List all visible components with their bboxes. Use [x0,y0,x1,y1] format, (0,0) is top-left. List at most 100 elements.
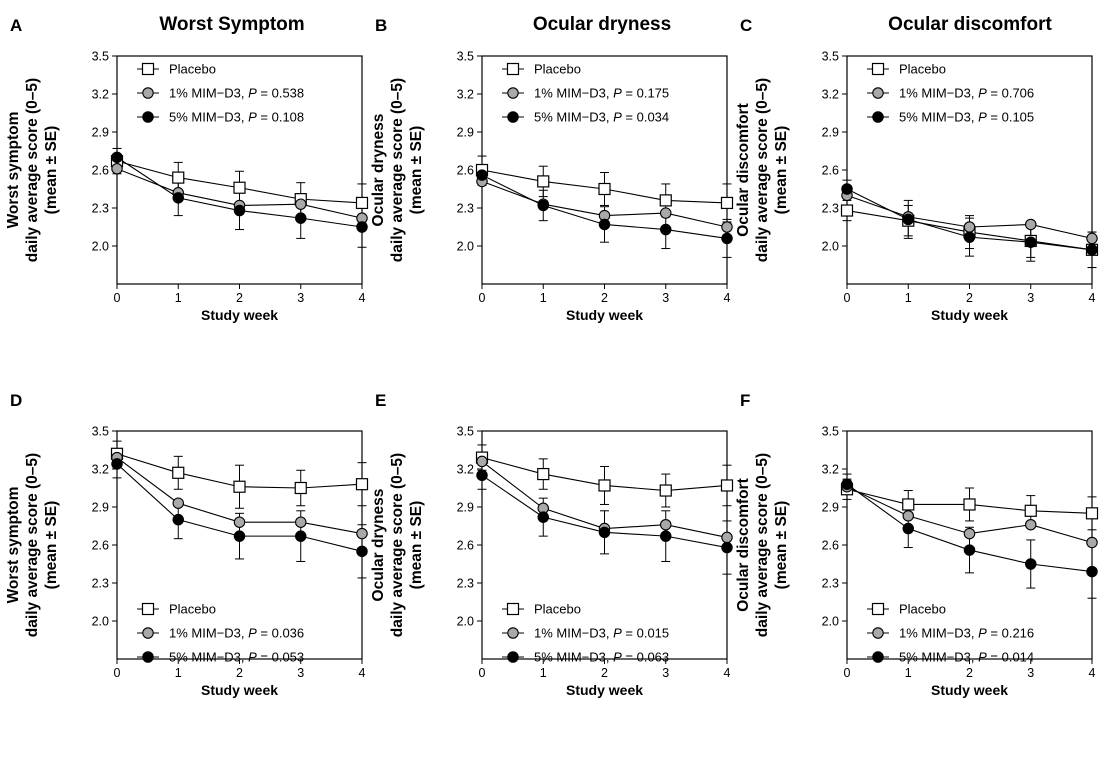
chart-panel: B 2.0 2.3 2.6 2.9 3.2 3.5 0 1 2 3 4 Study week Ocular… [370,16,734,323]
x-tick-label: 0 [114,666,121,680]
legend-p-value: = 0.015 [622,626,669,641]
y-tick-label: 3.5 [457,50,474,64]
x-axis-label: Study week [931,682,1008,698]
legend-separator: , [606,110,613,125]
y-tick-label: 2.0 [822,615,839,629]
legend-separator: , [971,110,978,125]
y-tick-label: 2.9 [457,501,474,515]
legend-series-name: 1% MIM−D3 [534,626,606,641]
x-tick-label: 0 [114,291,121,305]
y-tick-label: 2.6 [457,164,474,178]
legend-p-symbol: P [248,110,257,125]
data-point [356,221,368,233]
data-point [963,527,976,540]
legend-p-symbol: P [613,110,622,125]
x-axis-label: Study week [201,307,278,323]
y-axis-label: (mean ± SE) [773,501,790,590]
legend-entry: 5% MIM−D3, P = 0.108 [169,110,304,125]
data-point [537,175,550,188]
y-tick-label: 2.9 [92,126,109,140]
panel-letter: A [10,16,22,35]
legend-entry: 1% MIM−D3, P = 0.538 [169,86,304,101]
legend-p-symbol: P [248,626,257,641]
y-tick-label: 2.0 [457,615,474,629]
x-tick-label: 3 [1027,291,1034,305]
legend-entry: 1% MIM−D3, P = 0.175 [534,86,669,101]
data-point [233,480,246,493]
legend-series-name: 5% MIM−D3 [534,110,606,125]
legend-p-value: = 0.063 [622,650,669,665]
legend-separator: , [241,626,248,641]
legend-p-value: = 0.053 [257,650,304,665]
x-tick-label: 1 [540,291,547,305]
chart-panel: E 2.0 2.3 2.6 2.9 3.2 3.5 0 1 2 3 4 Study week Ocular… [370,391,734,698]
data-point [172,497,185,509]
y-tick-label: 2.0 [92,240,109,254]
y-tick-label: 3.2 [822,463,839,477]
data-point [141,62,155,76]
y-axis-label: Ocular discomfort [735,103,752,237]
data-point [172,171,185,184]
data-point [841,183,853,195]
data-point [476,455,488,468]
y-tick-label: 2.9 [457,126,474,140]
data-point [963,498,976,511]
y-tick-label: 2.0 [457,240,474,254]
y-tick-label: 2.3 [822,577,839,591]
data-point [659,223,672,236]
x-tick-label: 1 [905,666,912,680]
data-point [507,651,519,663]
x-axis-label: Study week [566,307,643,323]
data-point [963,544,976,556]
y-tick-label: 3.2 [822,88,839,102]
data-point [294,212,307,224]
data-point [1085,507,1099,520]
x-axis-label: Study week [931,307,1008,323]
legend-series-name: Placebo [534,602,581,617]
data-point [294,516,307,528]
x-axis-label: Study week [566,682,643,698]
data-point [721,221,733,233]
x-tick-label: 4 [724,666,731,680]
data-point [233,204,246,217]
legend-entry: 1% MIM−D3, P = 0.036 [169,626,304,641]
data-point [840,204,854,217]
data-point [507,111,519,123]
data-point [902,213,914,226]
data-point [506,62,520,76]
y-tick-label: 3.5 [92,50,109,64]
column-title: Ocular discomfort [888,14,1052,35]
data-point [1086,536,1098,549]
y-tick-label: 2.6 [457,539,474,553]
legend-p-value: = 0.014 [987,650,1034,665]
data-point [659,530,672,542]
data-point [1086,232,1098,245]
data-point [1025,218,1037,231]
data-point [1025,236,1037,248]
y-tick-label: 2.3 [92,202,109,216]
data-point [659,207,672,219]
chart-panel: F 2.0 2.3 2.6 2.9 3.2 3.5 0 1 2 3 4 Study week Ocular… [735,391,1099,698]
data-point [233,530,246,542]
y-tick-label: 2.3 [457,202,474,216]
x-tick-label: 0 [844,291,851,305]
legend-series-name: 1% MIM−D3 [534,86,606,101]
legend-entry: Placebo [899,602,946,617]
x-tick-label: 1 [175,291,182,305]
y-tick-label: 3.5 [822,50,839,64]
data-point [356,527,368,540]
panel-letter: F [740,391,750,410]
data-point [537,467,550,481]
legend-series-name: 5% MIM−D3 [899,110,971,125]
y-tick-label: 3.5 [92,425,109,439]
data-point [598,526,611,539]
x-tick-label: 2 [966,291,973,305]
y-tick-label: 2.6 [822,164,839,178]
y-tick-label: 2.6 [92,164,109,178]
data-point [902,522,914,535]
x-tick-label: 1 [905,291,912,305]
y-tick-label: 2.6 [822,539,839,553]
data-point [598,218,611,231]
y-tick-label: 2.3 [92,577,109,591]
data-point [721,232,733,245]
